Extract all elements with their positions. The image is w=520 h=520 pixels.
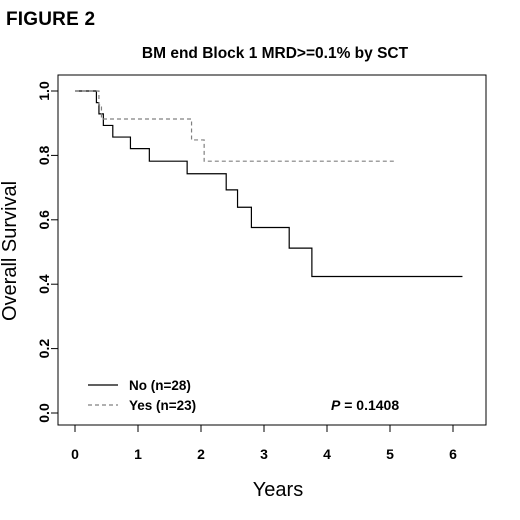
- series-line-no: [75, 90, 463, 278]
- x-tick-label: 4: [323, 446, 331, 462]
- figure-label: FIGURE 2: [6, 9, 96, 30]
- p-value-label: P: [331, 397, 341, 413]
- x-axis-label: Years: [253, 479, 303, 501]
- x-tick-label: 5: [386, 446, 394, 462]
- plot-frame: [57, 74, 487, 426]
- y-tick-label: 0.2: [36, 339, 52, 359]
- x-tick-label: 2: [197, 446, 205, 462]
- y-tick-label: 0.0: [36, 403, 52, 423]
- p-value-number: = 0.1408: [340, 397, 399, 413]
- p-value-annotation: P = 0.1408: [331, 397, 399, 413]
- x-tick-label: 3: [260, 446, 268, 462]
- x-tick-label: 0: [71, 446, 79, 462]
- y-tick-label: 0.6: [36, 210, 52, 230]
- y-axis-label: Overall Survival: [0, 181, 21, 321]
- x-tick-label: 6: [449, 446, 457, 462]
- series-line-yes: [75, 90, 397, 162]
- y-tick-label: 0.8: [36, 145, 52, 165]
- y-tick-label: 0.4: [36, 274, 52, 294]
- chart-title: BM end Block 1 MRD>=0.1% by SCT: [142, 45, 409, 62]
- x-tick-label: 1: [134, 446, 142, 462]
- legend-label: No (n=28): [129, 378, 191, 393]
- plot-area: 0 1 2 3 4 5 6 0.0 0.2 0.4 0.6 0.8 1.0 No (n=28) Yes (n…: [36, 74, 487, 462]
- legend-label: Yes (n=23): [129, 398, 196, 413]
- y-tick-label: 1.0: [36, 81, 52, 101]
